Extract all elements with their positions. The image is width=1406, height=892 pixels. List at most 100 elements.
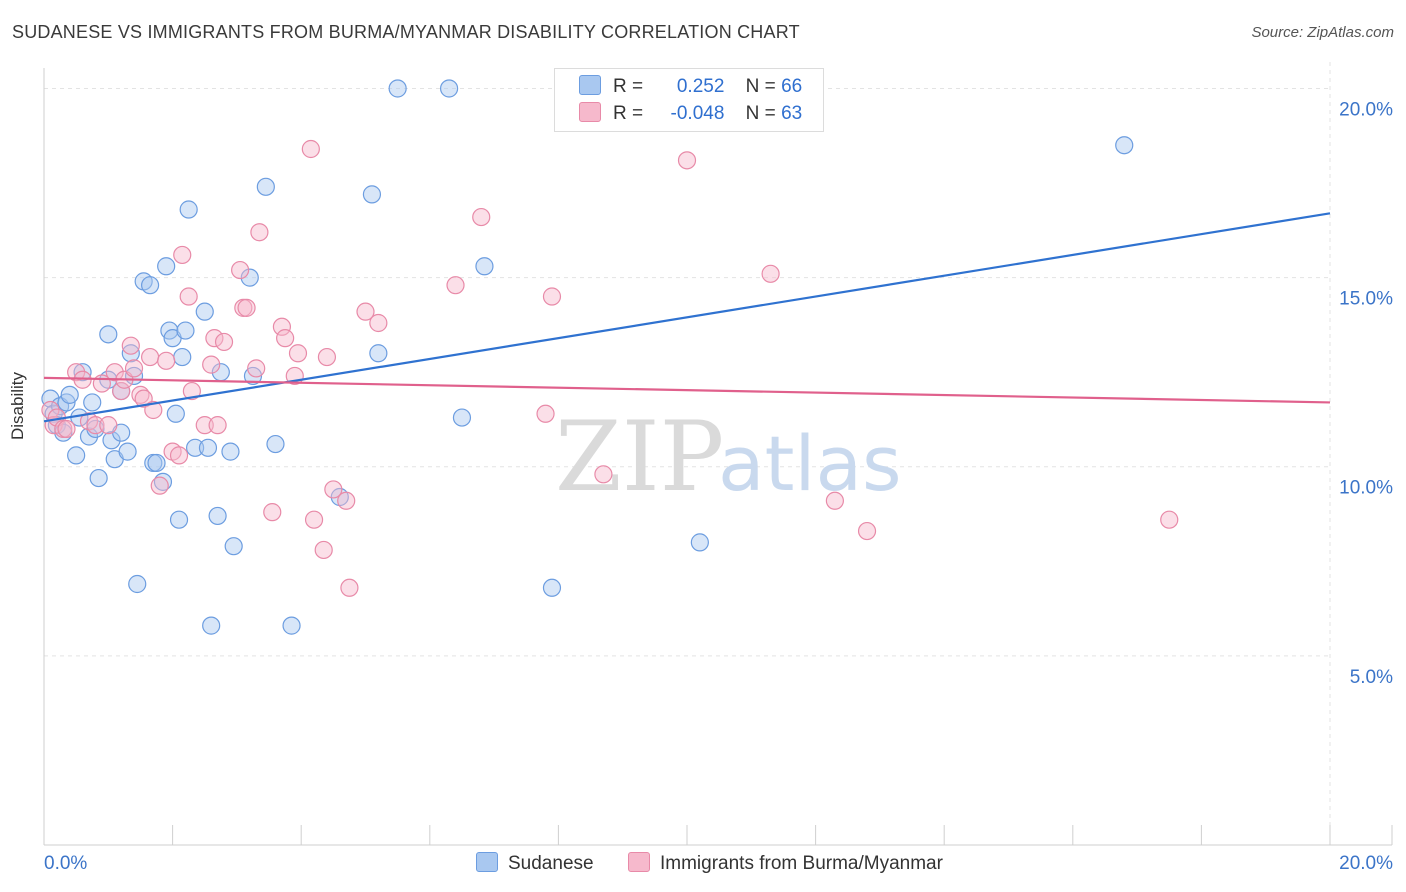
point-burma: [173, 245, 192, 265]
point-burma: [324, 480, 343, 499]
point-burma: [140, 347, 160, 367]
trend-line-sudanese: [43, 212, 1331, 423]
point-sudanese: [140, 276, 160, 295]
point-burma: [337, 491, 356, 510]
point-sudanese: [99, 325, 118, 344]
point-burma: [304, 510, 324, 529]
legend-n-label: N =: [745, 76, 776, 97]
point-sudanese: [266, 434, 285, 454]
trend-line-burma: [43, 376, 1331, 404]
x-tick-label: 0.0%: [44, 853, 87, 874]
point-sudanese: [89, 468, 108, 488]
watermark-atlas: atlas: [718, 419, 902, 508]
point-sudanese: [157, 257, 176, 276]
blue-swatch-icon: [476, 852, 498, 872]
point-sudanese: [179, 200, 198, 219]
point-burma: [105, 363, 124, 382]
point-burma: [472, 207, 491, 227]
point-burma: [208, 416, 227, 435]
legend-r-value: -0.048: [670, 103, 725, 124]
point-sudanese: [1115, 136, 1134, 155]
legend-n-label: N =: [745, 103, 776, 124]
point-burma: [124, 359, 144, 378]
point-sudanese: [202, 616, 221, 635]
legend-label-sudanese: Sudanese: [508, 853, 594, 874]
y-axis-label: Disability: [8, 371, 27, 440]
point-burma: [272, 317, 292, 336]
point-burma: [150, 476, 169, 495]
point-sudanese: [224, 537, 243, 556]
point-burma: [157, 351, 176, 370]
trend-lines: [43, 212, 1331, 423]
point-sudanese: [118, 442, 137, 461]
point-burma: [857, 521, 877, 541]
point-sudanese: [60, 385, 79, 404]
point-sudanese: [195, 302, 214, 321]
correlation-legend: R = 0.252 N = 66 R = -0.048 N = 63: [554, 68, 824, 132]
point-burma: [369, 313, 388, 333]
point-burma: [169, 446, 189, 465]
point-burma: [57, 419, 76, 439]
bottom-legend-burma: Immigrants from Burma/Myanmar: [628, 852, 943, 875]
point-sudanese: [542, 578, 562, 597]
point-burma: [314, 540, 333, 560]
point-burma: [41, 400, 60, 420]
y-tick-label: 5.0%: [1350, 667, 1393, 688]
axes: [43, 68, 1393, 846]
y-tick-label: 20.0%: [1339, 99, 1393, 120]
point-burma: [67, 363, 86, 382]
x-tick-label: 20.0%: [1339, 853, 1393, 874]
watermark-zip: ZIP: [555, 401, 724, 513]
point-sudanese: [690, 533, 709, 552]
chart-title: SUDANESE VS IMMIGRANTS FROM BURMA/MYANMA…: [12, 22, 800, 42]
y-tick-label: 10.0%: [1339, 478, 1393, 499]
point-burma: [112, 381, 131, 401]
point-burma: [276, 329, 295, 348]
pink-swatch-icon: [579, 102, 601, 122]
legend-r-value: 0.252: [676, 76, 725, 97]
source-label: Source: ZipAtlas.com: [1251, 24, 1394, 41]
y-tick-label: 15.0%: [1339, 289, 1393, 310]
watermark: ZIP atlas: [555, 401, 902, 513]
point-burma: [205, 329, 224, 348]
point-burma: [317, 347, 337, 367]
point-burma: [182, 381, 201, 401]
point-sudanese: [369, 344, 388, 363]
point-burma: [179, 287, 198, 306]
point-burma: [594, 465, 613, 484]
bottom-legend-sudanese: Sudanese: [476, 852, 594, 875]
point-burma: [121, 336, 140, 355]
point-burma: [195, 416, 214, 435]
point-sudanese: [169, 510, 189, 529]
point-burma: [202, 355, 221, 374]
legend-r-label: R =: [613, 103, 644, 124]
point-burma: [214, 332, 234, 352]
point-sudanese: [388, 79, 407, 98]
point-sudanese: [147, 453, 166, 473]
point-sudanese: [166, 404, 185, 423]
point-burma: [1160, 510, 1179, 529]
tick-labels: 5.0% 10.0% 15.0% 20.0% 0.0% 20.0%: [44, 99, 1393, 874]
point-sudanese: [173, 347, 192, 367]
legend-row-burma: R = -0.048 N = 63: [579, 102, 802, 126]
point-burma: [231, 260, 250, 280]
point-burma: [301, 139, 320, 159]
point-burma: [356, 302, 375, 321]
point-burma: [99, 416, 118, 435]
point-burma: [144, 400, 163, 420]
point-sudanese: [439, 79, 459, 98]
legend-label-burma: Immigrants from Burma/Myanmar: [660, 853, 943, 874]
point-burma: [288, 344, 308, 363]
pink-swatch-icon: [628, 852, 650, 872]
point-sudanese: [452, 408, 472, 427]
point-sudanese: [198, 438, 218, 457]
series-burma-points: [41, 139, 1179, 597]
point-sudanese: [79, 427, 99, 446]
point-burma: [446, 276, 465, 295]
point-burma: [825, 491, 844, 510]
point-burma: [542, 287, 562, 306]
point-sudanese: [256, 177, 275, 196]
point-sudanese: [83, 393, 102, 412]
point-burma: [237, 298, 256, 317]
